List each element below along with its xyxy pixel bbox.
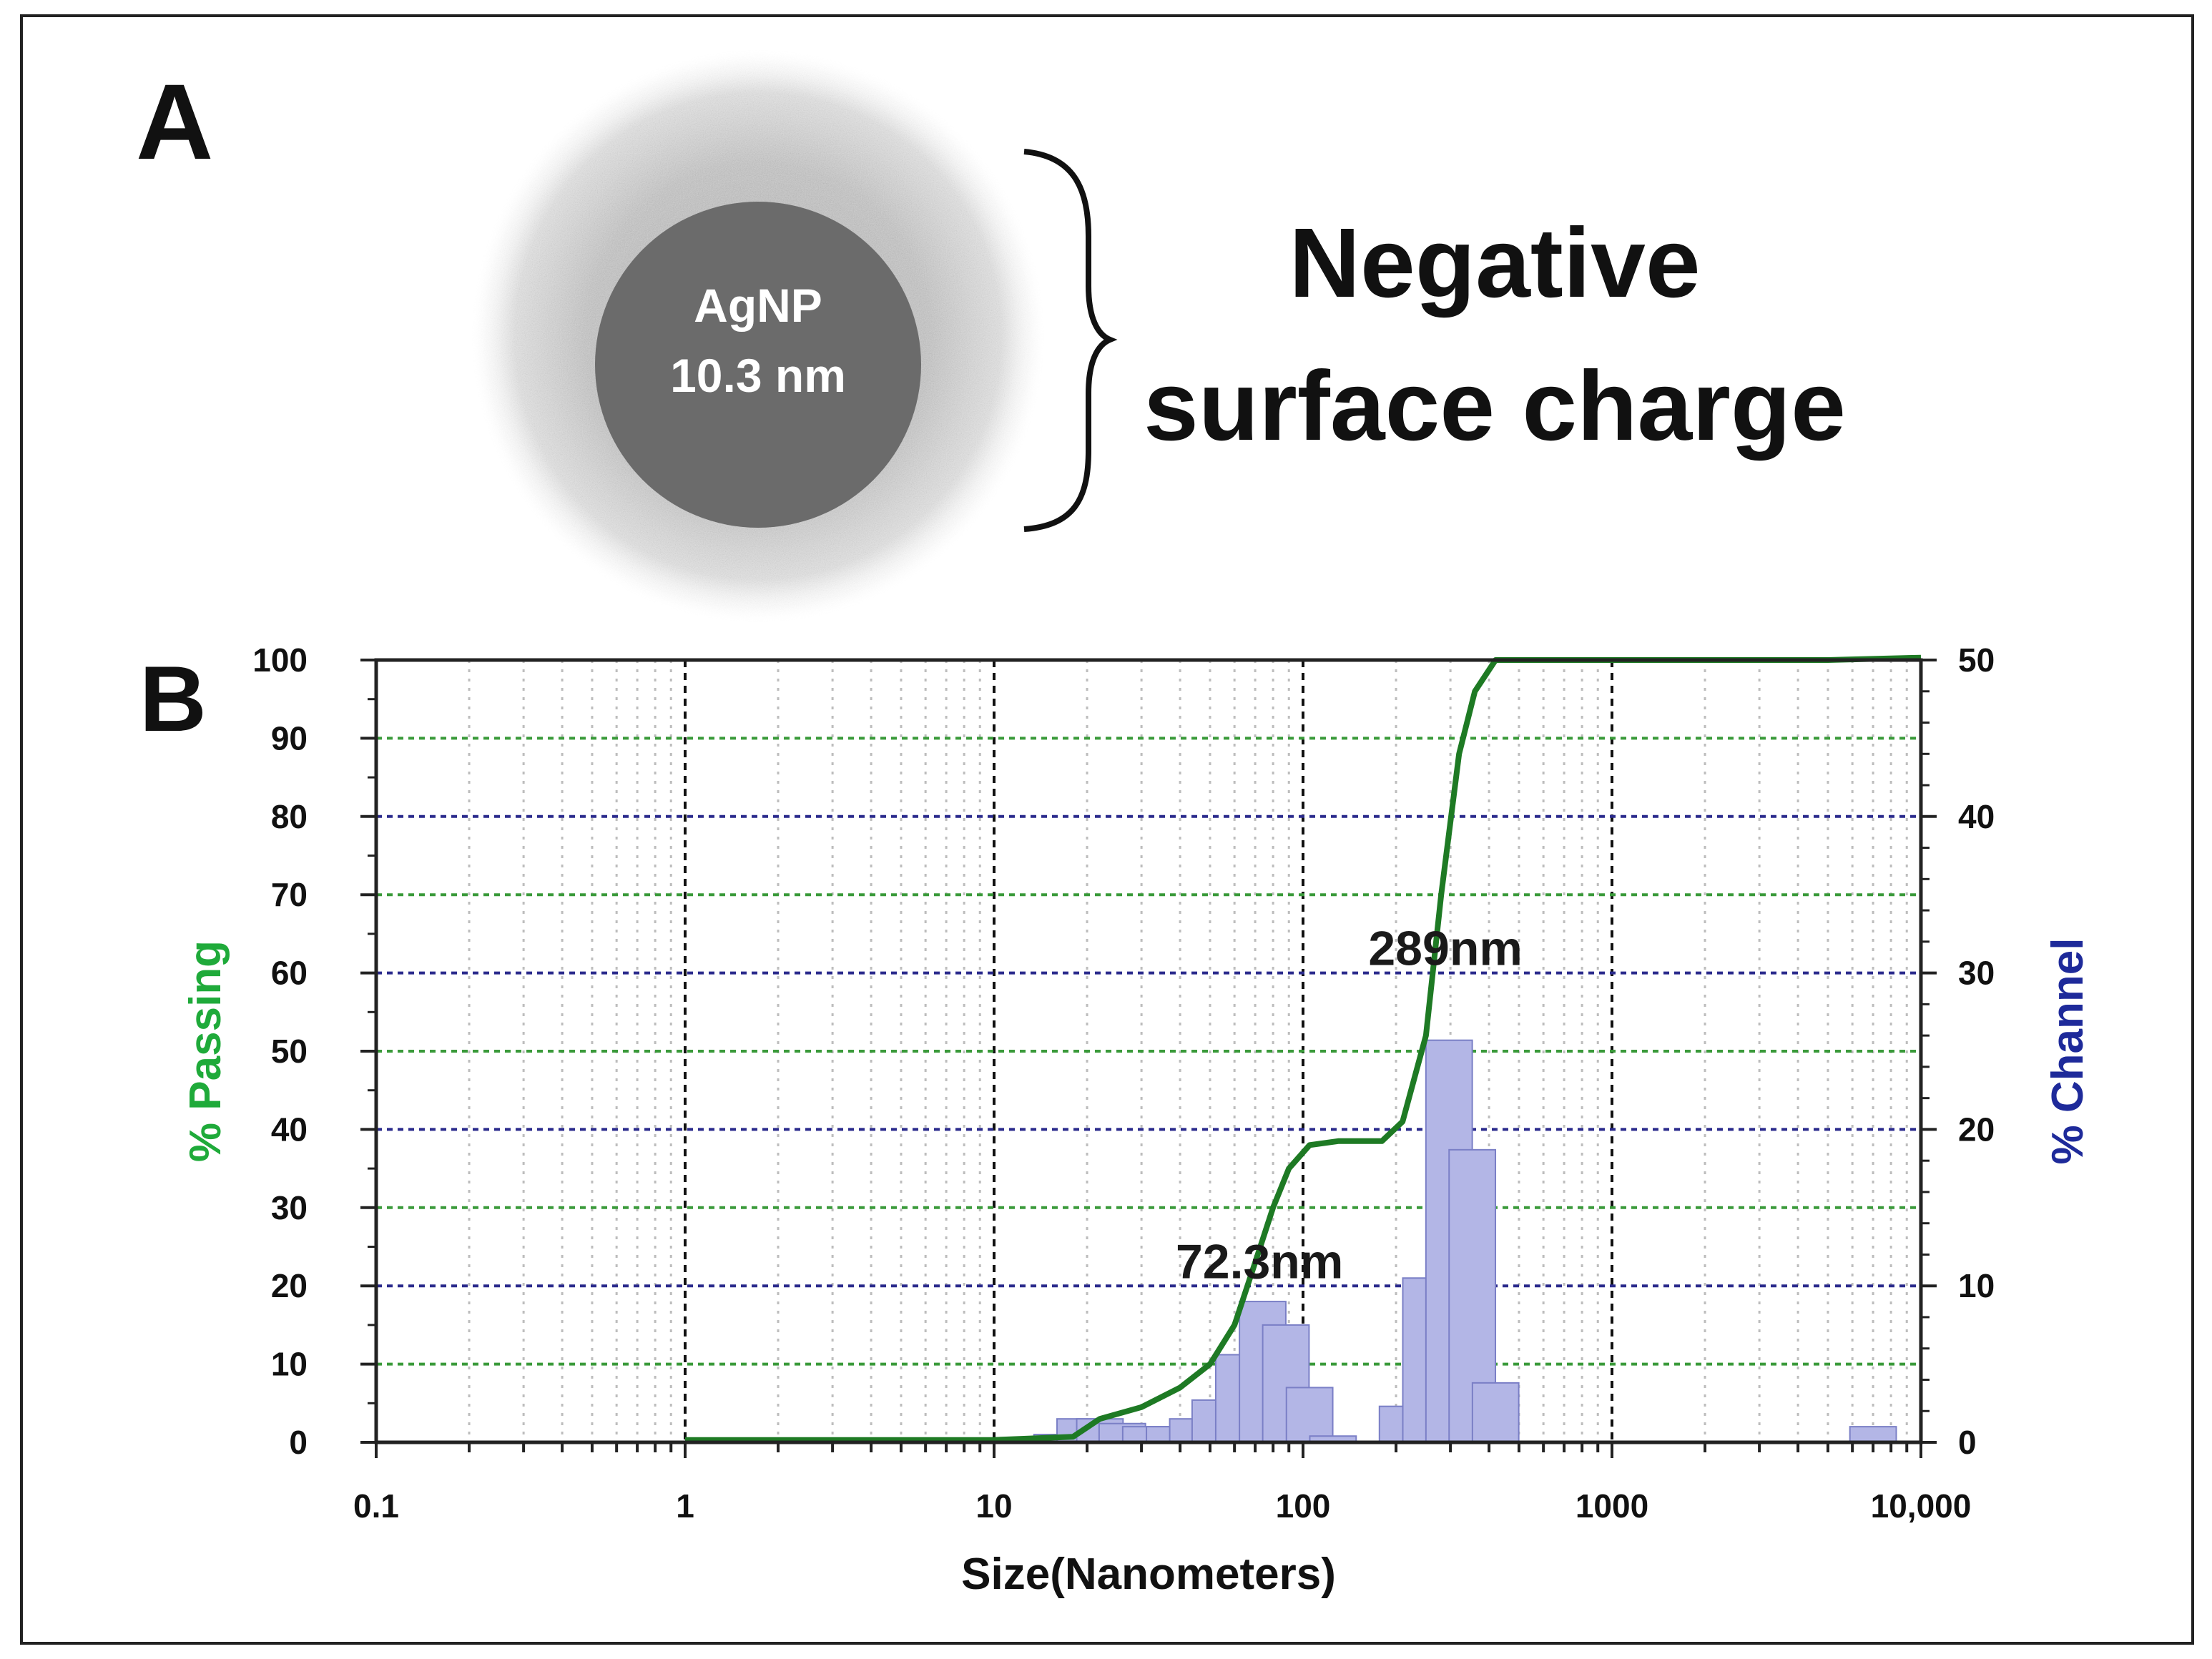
y-right-tick-label: 0 xyxy=(1958,1424,1977,1461)
particle-name: AgNP xyxy=(694,279,822,332)
figure-border xyxy=(20,14,2194,1645)
panel-b-label: B xyxy=(139,646,207,751)
y-right-tick-label: 10 xyxy=(1958,1267,1995,1304)
axes xyxy=(360,658,1937,1458)
particle-size: 10.3 nm xyxy=(670,349,846,402)
curly-brace xyxy=(1023,149,1118,532)
line-series xyxy=(685,654,1922,1443)
x-tick-label: 10,000 xyxy=(1871,1487,1972,1525)
channel-bar xyxy=(1285,1387,1334,1444)
y-right-tick-label: 30 xyxy=(1958,955,1995,992)
charge-line-1: Negative xyxy=(1289,208,1700,318)
y-left-tick-label: 100 xyxy=(252,641,308,679)
charge-line-2: surface charge xyxy=(1144,351,1846,461)
x-tick-label: 1 xyxy=(676,1487,694,1525)
y-right-tick-label: 40 xyxy=(1958,798,1995,835)
x-tick-label: 0.1 xyxy=(353,1487,399,1525)
y-left-tick-label: 0 xyxy=(289,1424,308,1461)
x-tick-label: 10 xyxy=(975,1487,1012,1525)
y-left-tick-label: 70 xyxy=(271,876,308,913)
y-left-tick-label: 20 xyxy=(271,1267,308,1304)
x-tick-label: 1000 xyxy=(1576,1487,1648,1525)
chart-labels: 0.1 1 10 100 1000 10,000010203040506070809010… xyxy=(181,641,2093,1599)
peak-annotation: 289nm xyxy=(1368,922,1522,976)
y-left-tick-label: 40 xyxy=(271,1111,308,1148)
panel-b: B 0.1 1 10 100 1000 10,0000102030405060708090… xyxy=(139,641,2093,1599)
y-right-tick-label: 50 xyxy=(1958,641,1995,679)
y-right-axis-title: % Channel xyxy=(2043,938,2093,1165)
panel-a: A AgNP 10.3 nm Negative surface charge xyxy=(136,50,1846,622)
x-tick-label: 100 xyxy=(1276,1487,1331,1525)
y-left-tick-label: 90 xyxy=(271,719,308,757)
y-left-tick-label: 10 xyxy=(271,1346,308,1383)
y-left-tick-label: 50 xyxy=(271,1033,308,1070)
y-left-tick-label: 30 xyxy=(271,1189,308,1226)
x-axis-title: Size(Nanometers) xyxy=(961,1550,1336,1599)
y-left-tick-label: 60 xyxy=(271,955,308,992)
y-right-tick-label: 20 xyxy=(1958,1111,1995,1148)
y-left-axis-title: % Passing xyxy=(181,940,230,1162)
passing-line xyxy=(685,654,1922,1443)
peak-annotation: 72.3nm xyxy=(1176,1234,1343,1289)
bar-series xyxy=(1033,1039,1897,1444)
channel-bar xyxy=(1471,1382,1520,1443)
chart: 0.1 1 10 100 1000 10,000010203040506070809010… xyxy=(181,641,2093,1599)
y-left-tick-label: 80 xyxy=(271,798,308,835)
panel-a-label: A xyxy=(136,61,213,182)
grid xyxy=(376,660,1921,1442)
particle-core xyxy=(595,202,921,528)
channel-bar xyxy=(1849,1426,1897,1443)
